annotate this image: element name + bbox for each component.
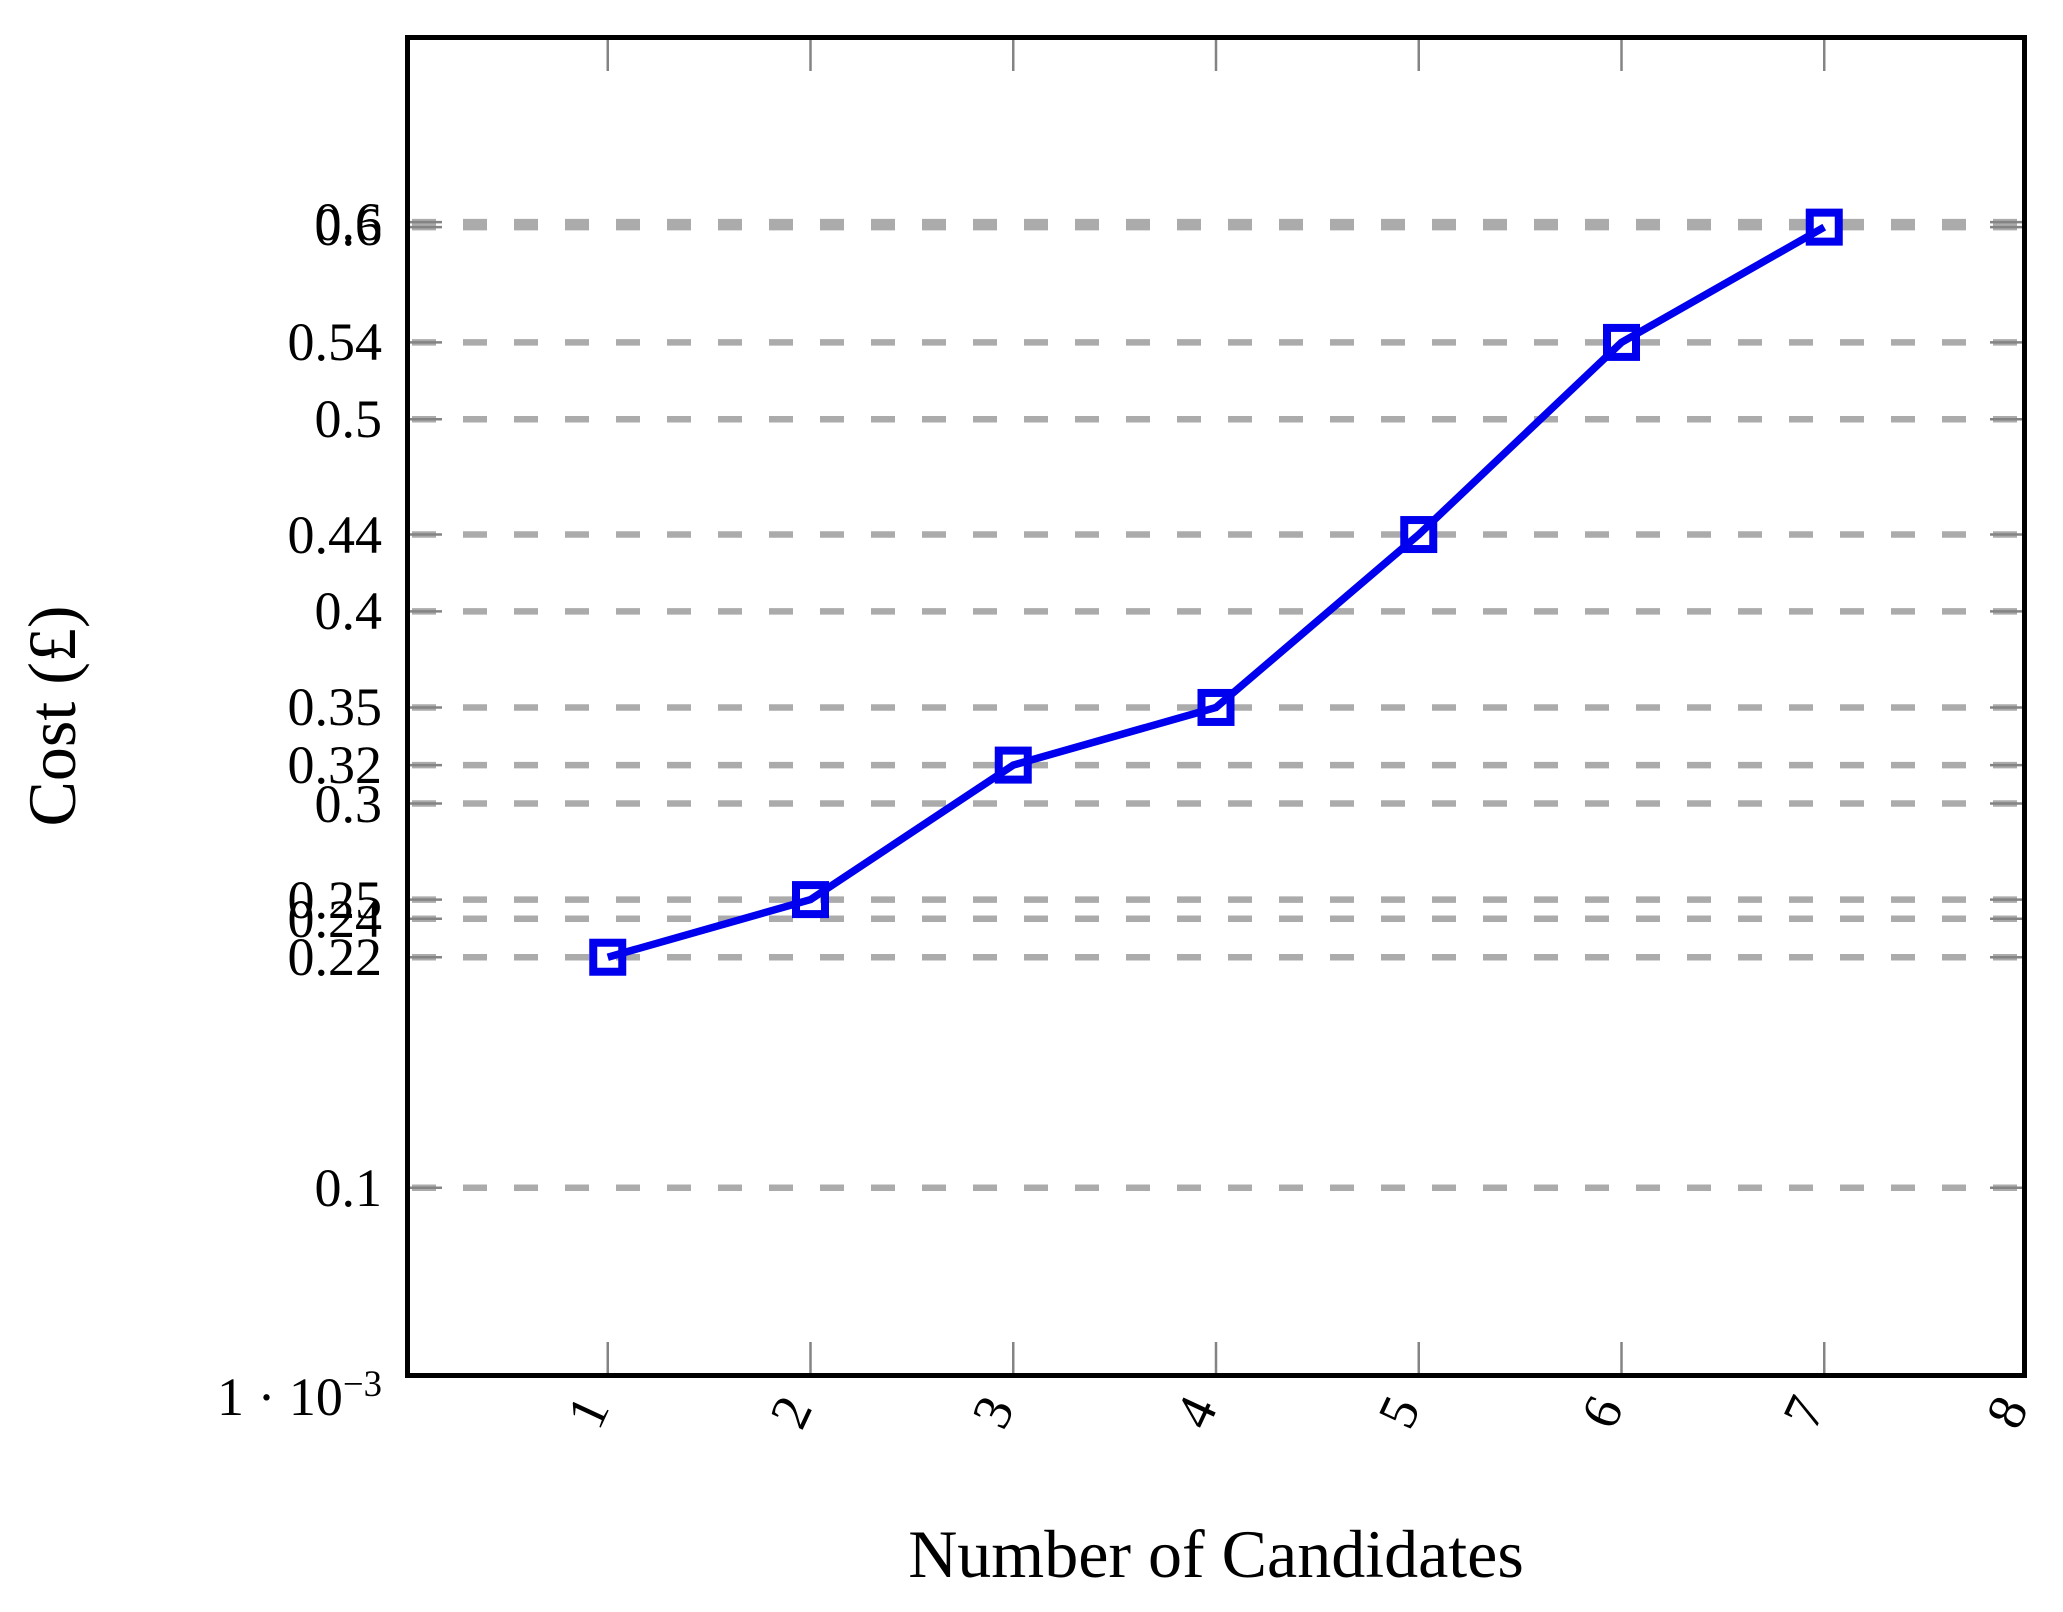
y-tick-label: 0.24	[287, 888, 383, 949]
data-point-marker	[589, 938, 627, 976]
y-tick-label: 0.22	[287, 927, 383, 988]
y-tick-label: 0.4	[314, 581, 383, 642]
y-tick-label: 0.32	[287, 735, 383, 796]
data-line	[606, 223, 1827, 961]
data-point-marker	[1805, 208, 1843, 246]
data-point-marker	[1197, 688, 1235, 726]
y-tick-label: 0.54	[287, 312, 383, 373]
y-tick-label: 1 · 10−3	[216, 1363, 382, 1428]
y-tick-label: 0.25	[287, 869, 383, 930]
y-tick-label: 0.3	[314, 773, 383, 834]
y-tick-label: 0.44	[287, 504, 383, 565]
y-tick-label: 0.6	[314, 192, 383, 253]
y-tick-label: 0.6	[314, 197, 383, 258]
y-tick-label: 0.35	[287, 677, 383, 738]
y-tick-label: 0.5	[314, 389, 383, 450]
data-point-marker	[1603, 323, 1640, 361]
data-point-marker	[792, 881, 829, 919]
y-tick-label: 0.1	[314, 1157, 383, 1218]
x-axis-title: Number of Candidates	[908, 1516, 1524, 1592]
y-axis-title: Cost (£)	[14, 605, 90, 827]
plot-box-border	[405, 35, 2027, 1378]
data-point-marker	[994, 746, 1032, 784]
data-point-marker	[1400, 516, 1438, 554]
